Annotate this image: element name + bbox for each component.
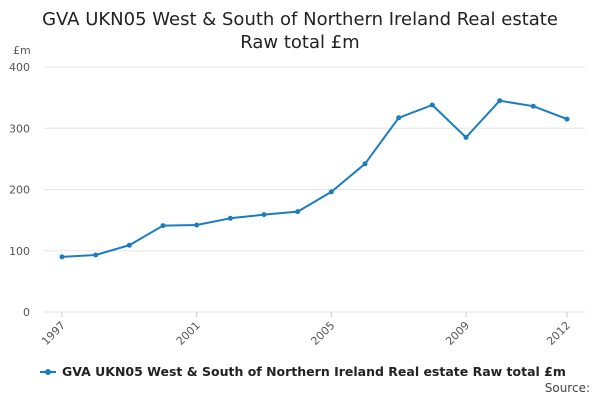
data-point <box>564 116 570 122</box>
data-point <box>396 115 402 121</box>
data-point <box>227 215 233 221</box>
data-point <box>429 102 435 108</box>
y-tick-label: 400 <box>9 61 30 74</box>
data-point <box>194 222 200 228</box>
y-tick-label: 0 <box>23 306 30 319</box>
y-tick-label: 200 <box>9 184 30 197</box>
legend-series-marker <box>40 367 56 377</box>
data-point <box>497 98 503 104</box>
data-point <box>261 212 267 218</box>
chart-title: GVA UKN05 West & South of Northern Irela… <box>0 8 600 54</box>
y-tick-label: 100 <box>9 245 30 258</box>
y-axis-unit-label: £m <box>13 44 31 57</box>
legend-dot <box>45 368 51 375</box>
data-point <box>126 242 132 248</box>
data-point <box>362 161 368 167</box>
data-point <box>530 103 536 109</box>
legend-series-label: GVA UKN05 West & South of Northern Irela… <box>62 364 566 379</box>
data-point <box>328 189 334 195</box>
x-tick-label: 2005 <box>308 319 337 348</box>
data-point <box>59 254 65 260</box>
data-point <box>463 134 469 140</box>
series-line <box>61 99 568 258</box>
data-point <box>160 223 166 229</box>
chart-title-line-1: GVA UKN05 West & South of Northern Irela… <box>42 9 558 30</box>
x-tick-label: 2012 <box>544 319 573 348</box>
chart-legend[interactable]: GVA UKN05 West & South of Northern Irela… <box>40 364 566 379</box>
y-tick-label: 300 <box>9 122 30 135</box>
chart-title-line-2: Raw total £m <box>240 32 360 53</box>
x-tick-label: 2001 <box>174 319 203 348</box>
x-tick-label: 1997 <box>39 319 68 348</box>
source-label: Source: <box>544 381 590 395</box>
x-tick-label: 2009 <box>443 319 472 348</box>
data-point <box>295 209 301 215</box>
data-point <box>93 252 99 258</box>
